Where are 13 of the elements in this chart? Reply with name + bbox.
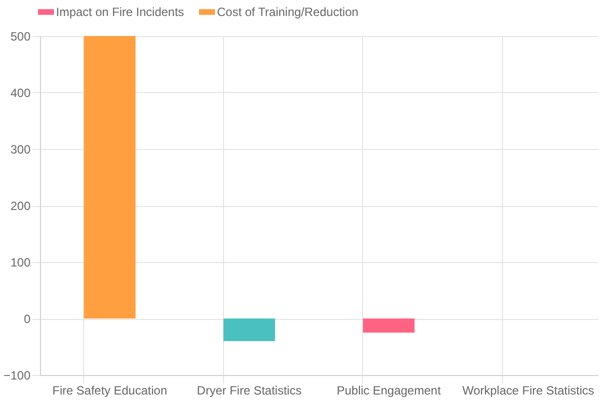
y-tick-label: −100 [3, 368, 31, 382]
x-tick-label: Fire Safety Education [52, 384, 168, 398]
y-tick-label: 400 [10, 86, 31, 100]
legend-label: Impact on Fire Incidents [56, 5, 184, 19]
y-tick-label: 300 [10, 142, 31, 156]
x-tick-label: Dryer Fire Statistics [196, 384, 302, 398]
y-tick-label: 100 [10, 256, 31, 270]
y-tick-label: 200 [10, 199, 31, 213]
x-tick-label: Workplace Fire Statistics [462, 384, 594, 398]
legend-label: Cost of Training/Reduction [217, 5, 358, 19]
y-tick-label: 500 [10, 30, 31, 44]
y-tick-label: 0 [24, 312, 31, 326]
x-tick-label: Public Engagement [336, 384, 442, 398]
